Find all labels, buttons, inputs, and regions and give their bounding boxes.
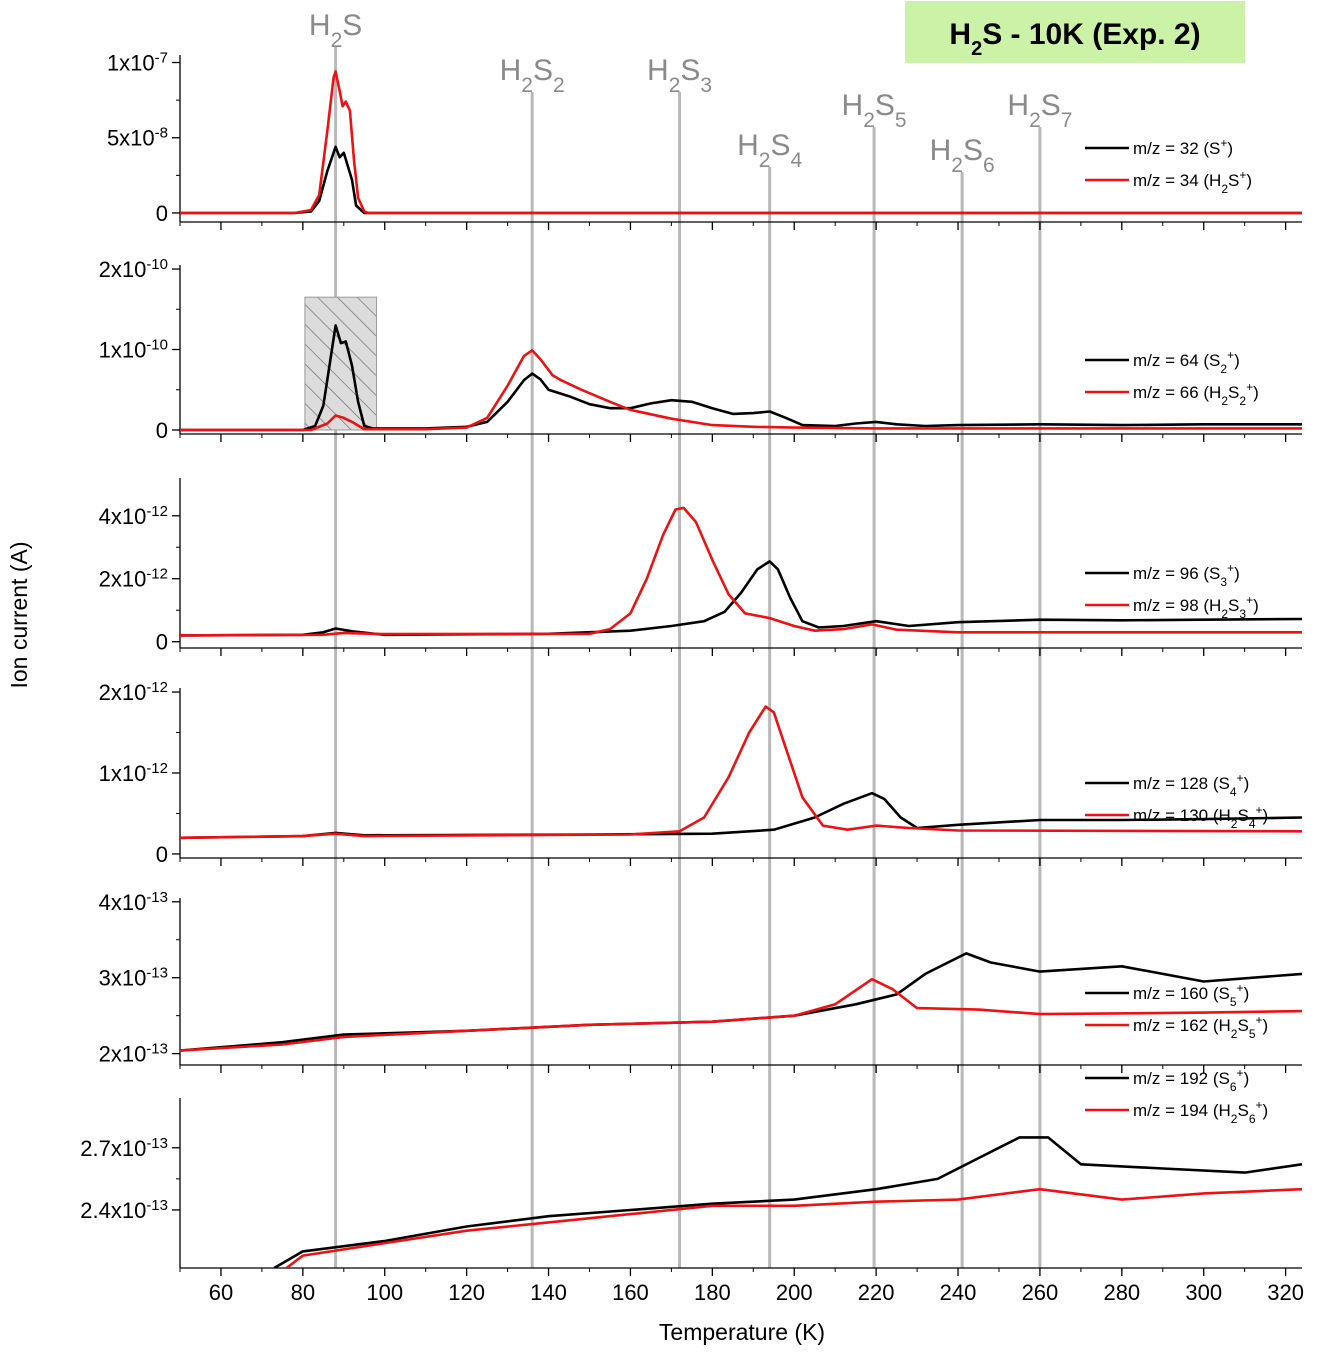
- x-tick-label-12: 300: [1185, 1280, 1222, 1305]
- legend-label-5-1: m/z = 194 (H2S6+): [1133, 1098, 1268, 1126]
- y-tick-label-0-1: 5x10-8: [107, 124, 168, 151]
- y-tick-label-2-1: 2x10-12: [99, 565, 168, 592]
- x-axis: 60 80 100 120 140 160 180 200 220 240 260 280 300 320: [209, 1280, 1304, 1305]
- y-axis-title: Ion current (A): [6, 542, 32, 689]
- legend-label-1-0: m/z = 64 (S2+): [1133, 348, 1240, 376]
- x-tick-label-0: 60: [209, 1280, 233, 1305]
- marker-label-3: H2S4: [737, 129, 802, 172]
- shaded-region: [304, 296, 378, 431]
- series-line-5-0: [273, 1136, 1302, 1268]
- y-tick-label-2-0: 0: [156, 630, 168, 655]
- y-tick-label-4-1: 3x10-13: [99, 964, 168, 991]
- legend-label-1-1: m/z = 66 (H2S2+): [1133, 380, 1259, 408]
- species-markers: H2S H2S2 H2S3 H2S4 H2S5 H2S6 H2S7: [309, 9, 1072, 1268]
- marker-label-1: H2S2: [500, 54, 565, 97]
- series-line-2-1: [180, 506, 1302, 637]
- series-line-3-1: [180, 705, 1302, 840]
- y-tick-label-0-2: 1x10-7: [107, 49, 168, 76]
- y-tick-label-2-2: 4x10-12: [99, 502, 168, 529]
- x-tick-label-4: 140: [530, 1280, 567, 1305]
- y-tick-label-1-1: 1x10-10: [99, 336, 168, 363]
- x-tick-label-2: 100: [366, 1280, 403, 1305]
- panel-4: 2x10-13 3x10-13 4x10-13 m/z = 160 (S5+) m/z …: [99, 888, 1302, 1073]
- y-tick-label-0-0: 0: [156, 201, 168, 226]
- x-tick-label-13: 320: [1267, 1280, 1304, 1305]
- series-line-5-1: [285, 1187, 1302, 1268]
- legend-label-2-1: m/z = 98 (H2S3+): [1133, 593, 1259, 621]
- panel-3: 0 1x10-12 2x10-12 m/z = 128 (S4+) m/z = 130 …: [99, 679, 1302, 867]
- x-tick-label-11: 280: [1103, 1280, 1140, 1305]
- y-tick-label-4-0: 2x10-13: [99, 1040, 168, 1067]
- legend-label-4-0: m/z = 160 (S5+): [1133, 981, 1249, 1009]
- x-tick-label-9: 240: [940, 1280, 977, 1305]
- x-tick-label-7: 200: [776, 1280, 813, 1305]
- x-tick-label-8: 220: [858, 1280, 895, 1305]
- legend-label-3-1: m/z = 130 (H2S4+): [1133, 803, 1268, 831]
- y-tick-label-3-0: 0: [156, 842, 168, 867]
- y-tick-label-3-1: 1x10-12: [99, 760, 168, 787]
- x-tick-label-5: 160: [612, 1280, 649, 1305]
- marker-label-5: H2S6: [930, 134, 995, 177]
- panel-2: 0 2x10-12 4x10-12 m/z = 96 (S3+) m/z = 98 (H…: [99, 478, 1302, 656]
- y-tick-label-1-0: 0: [156, 418, 168, 443]
- x-tick-label-1: 80: [291, 1280, 315, 1305]
- series-line-2-0: [180, 560, 1302, 637]
- y-tick-label-1-2: 2x10-10: [99, 256, 168, 283]
- chart-title-background: [905, 1, 1245, 63]
- marker-label-0: H2S: [309, 9, 362, 52]
- y-tick-label-5-1: 2.7x10-13: [80, 1134, 168, 1161]
- series-line-1-0: [180, 324, 1302, 432]
- legend-label-2-0: m/z = 96 (S3+): [1133, 561, 1240, 589]
- legend-label-3-0: m/z = 128 (S4+): [1133, 771, 1249, 799]
- series-line-0-1: [180, 70, 1302, 215]
- chart-title-group: H2S - 10K (Exp. 2): [905, 1, 1245, 63]
- y-tick-label-4-2: 4x10-13: [99, 888, 168, 915]
- marker-label-4: H2S5: [842, 89, 907, 132]
- x-tick-label-6: 180: [694, 1280, 731, 1305]
- chart-panels: 0 5x10-8 1x10-7 m/z = 32 (S+) m/z = 34 (H2S+…: [80, 49, 1302, 1276]
- panel-1: 0 1x10-10 2x10-10 m/z = 64 (S2+) m/z = 66 (H…: [99, 256, 1302, 443]
- x-axis-title: Temperature (K): [659, 1319, 825, 1345]
- panel-0: 0 5x10-8 1x10-7 m/z = 32 (S+) m/z = 34 (H2S+…: [107, 49, 1302, 230]
- series-line-1-1: [180, 349, 1302, 432]
- panel-5: 2.4x10-13 2.7x10-13 m/z = 192 (S6+) m/z = 1…: [80, 1066, 1302, 1276]
- marker-label-2: H2S3: [647, 54, 712, 97]
- legend-label-4-1: m/z = 162 (H2S5+): [1133, 1013, 1268, 1041]
- y-tick-label-3-2: 2x10-12: [99, 679, 168, 706]
- legend-label-0-1: m/z = 34 (H2S+): [1133, 168, 1252, 196]
- legend-label-5-0: m/z = 192 (S6+): [1133, 1066, 1249, 1094]
- y-tick-label-5-0: 2.4x10-13: [80, 1196, 168, 1223]
- x-tick-label-10: 260: [1022, 1280, 1059, 1305]
- series-line-4-1: [180, 977, 1302, 1052]
- x-tick-label-3: 120: [448, 1280, 485, 1305]
- chart-title: H2S - 10K (Exp. 2): [949, 18, 1200, 60]
- marker-label-6: H2S7: [1007, 89, 1072, 132]
- legend-label-0-0: m/z = 32 (S+): [1133, 136, 1233, 158]
